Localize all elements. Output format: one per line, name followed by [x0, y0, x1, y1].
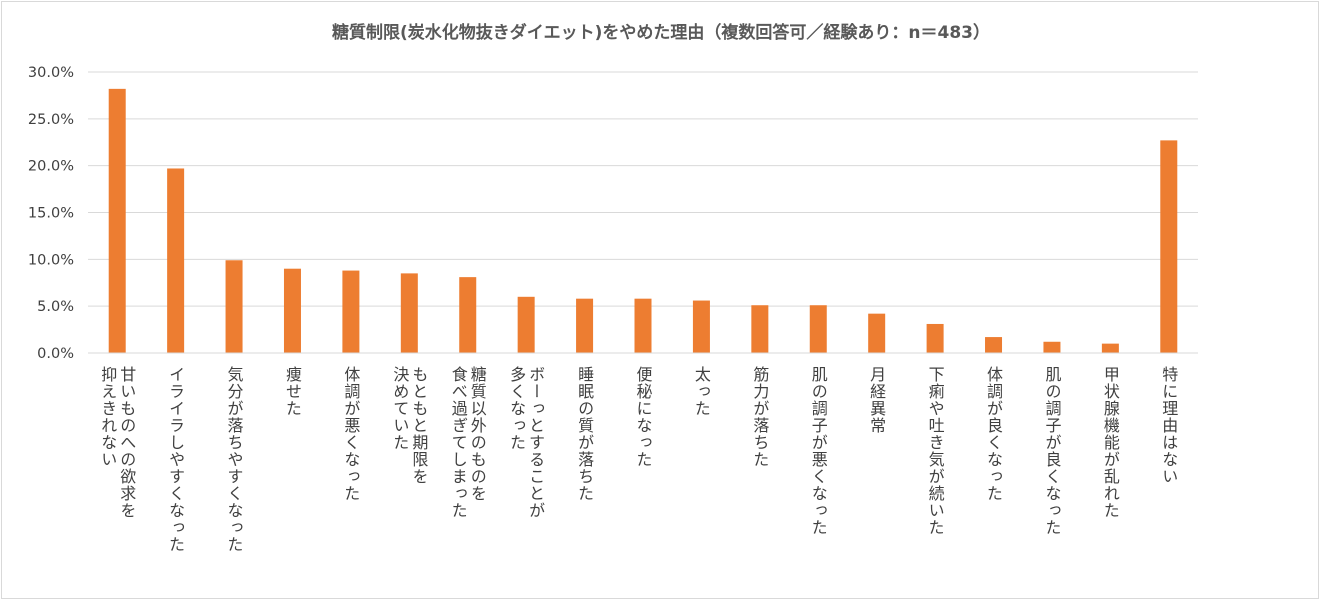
x-category-label: 甲状腺機能が乱れた — [1101, 366, 1120, 519]
y-tick-label: 0.0% — [37, 346, 74, 362]
y-tick-label: 20.0% — [28, 159, 74, 175]
x-category-label: 下痢や吐き気が続いた — [926, 366, 945, 536]
bar — [751, 305, 769, 353]
x-category-label: 気分が落ちやすくなった — [225, 366, 244, 553]
bar — [809, 305, 827, 353]
y-tick-label: 10.0% — [28, 252, 74, 268]
x-category-label: 抑えきれない — [98, 366, 117, 468]
x-category-label: 甘いものへの欲求を — [117, 366, 136, 519]
bar — [108, 88, 126, 354]
y-tick-label: 15.0% — [28, 206, 74, 222]
x-category-label: イライラしやすくなった — [166, 366, 185, 553]
x-category-label: 体調が悪くなった — [341, 366, 360, 502]
bar — [517, 296, 535, 353]
x-category-label: 太った — [692, 366, 711, 417]
x-category-label: 特に理由はない — [1159, 366, 1178, 485]
bar — [985, 337, 1003, 353]
x-category-label: 痩せた — [283, 366, 302, 417]
x-category-label: 肌の調子が良くなった — [1042, 366, 1061, 536]
bar — [1101, 343, 1119, 353]
x-category-label: 月経異常 — [867, 366, 886, 434]
bar — [342, 270, 360, 353]
bar — [400, 273, 418, 353]
bar — [1160, 140, 1178, 353]
x-category-label: 決めていた — [390, 366, 409, 451]
bar — [926, 323, 944, 353]
y-tick-label: 25.0% — [28, 112, 74, 128]
y-tick-label: 30.0% — [28, 65, 74, 81]
x-category-label: 食べ過ぎてしまった — [449, 366, 468, 519]
y-axis: 0.0% 5.0% 10.0% 15.0% 20.0% 25.0% 30.0% — [28, 65, 74, 362]
x-category-label: 肌の調子が悪くなった — [809, 366, 828, 536]
x-category-label: 糖質以外のものを — [468, 366, 487, 502]
bar — [576, 298, 594, 353]
bar — [459, 277, 477, 353]
bars — [108, 88, 1178, 354]
x-category-label: 便秘になった — [634, 366, 653, 468]
bar — [1043, 341, 1061, 353]
bar — [283, 268, 301, 353]
x-category-label: ボーっとすることが — [526, 366, 545, 519]
bar — [634, 298, 652, 353]
chart-title: 糖質制限(炭水化物抜きダイエット)をやめた理由（複数回答可／経験あり：n＝483… — [332, 23, 990, 43]
bar — [692, 300, 710, 353]
bar — [167, 168, 185, 353]
x-category-label: 筋力が落ちた — [750, 366, 769, 468]
x-category-label: 睡眠の質が落ちた — [575, 366, 594, 502]
bar — [225, 260, 243, 353]
x-category-label: もともと期限を — [409, 366, 428, 485]
x-category-label: 体調が良くなった — [984, 366, 1003, 502]
x-category-label: 多くなった — [507, 366, 526, 451]
y-tick-label: 5.0% — [37, 299, 74, 315]
bar — [868, 313, 886, 353]
